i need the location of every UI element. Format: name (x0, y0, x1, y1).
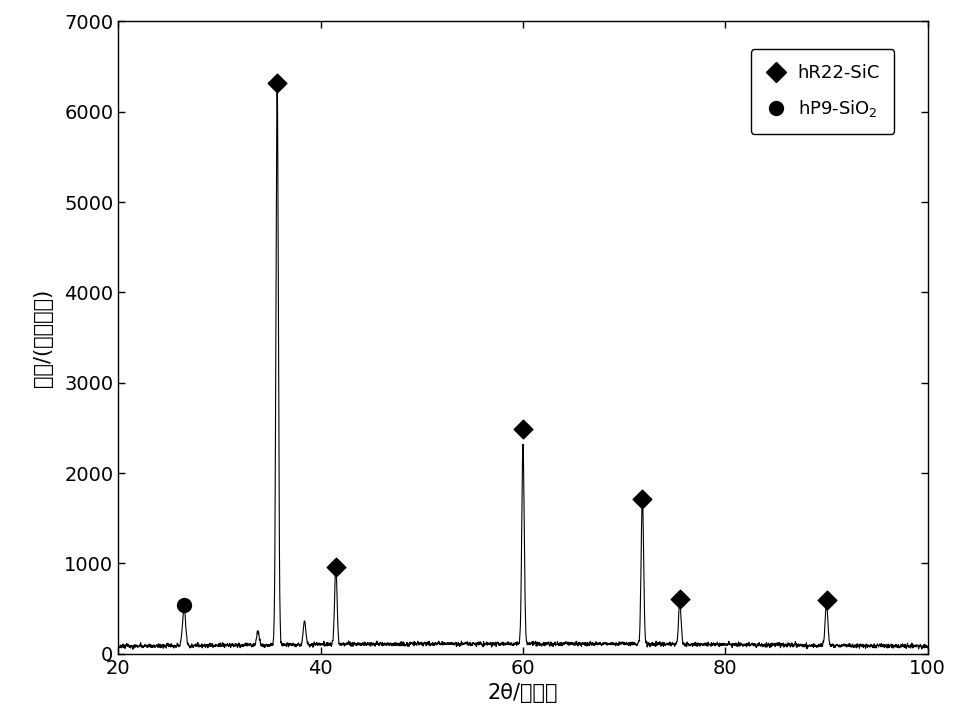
Point (516, 423, 531, 435)
X-axis label: 2θ/（度）: 2θ/（度） (488, 683, 559, 703)
Y-axis label: 强度/(任意单位): 强度/(任意单位) (33, 288, 53, 386)
Point (672, 593, 687, 604)
Point (270, 77, 285, 88)
Point (635, 493, 650, 505)
Point (819, 594, 834, 606)
Legend: hR22-SiC, hP9-SiO$_2$: hR22-SiC, hP9-SiO$_2$ (751, 49, 895, 133)
Point (328, 561, 344, 573)
Point (177, 599, 192, 611)
